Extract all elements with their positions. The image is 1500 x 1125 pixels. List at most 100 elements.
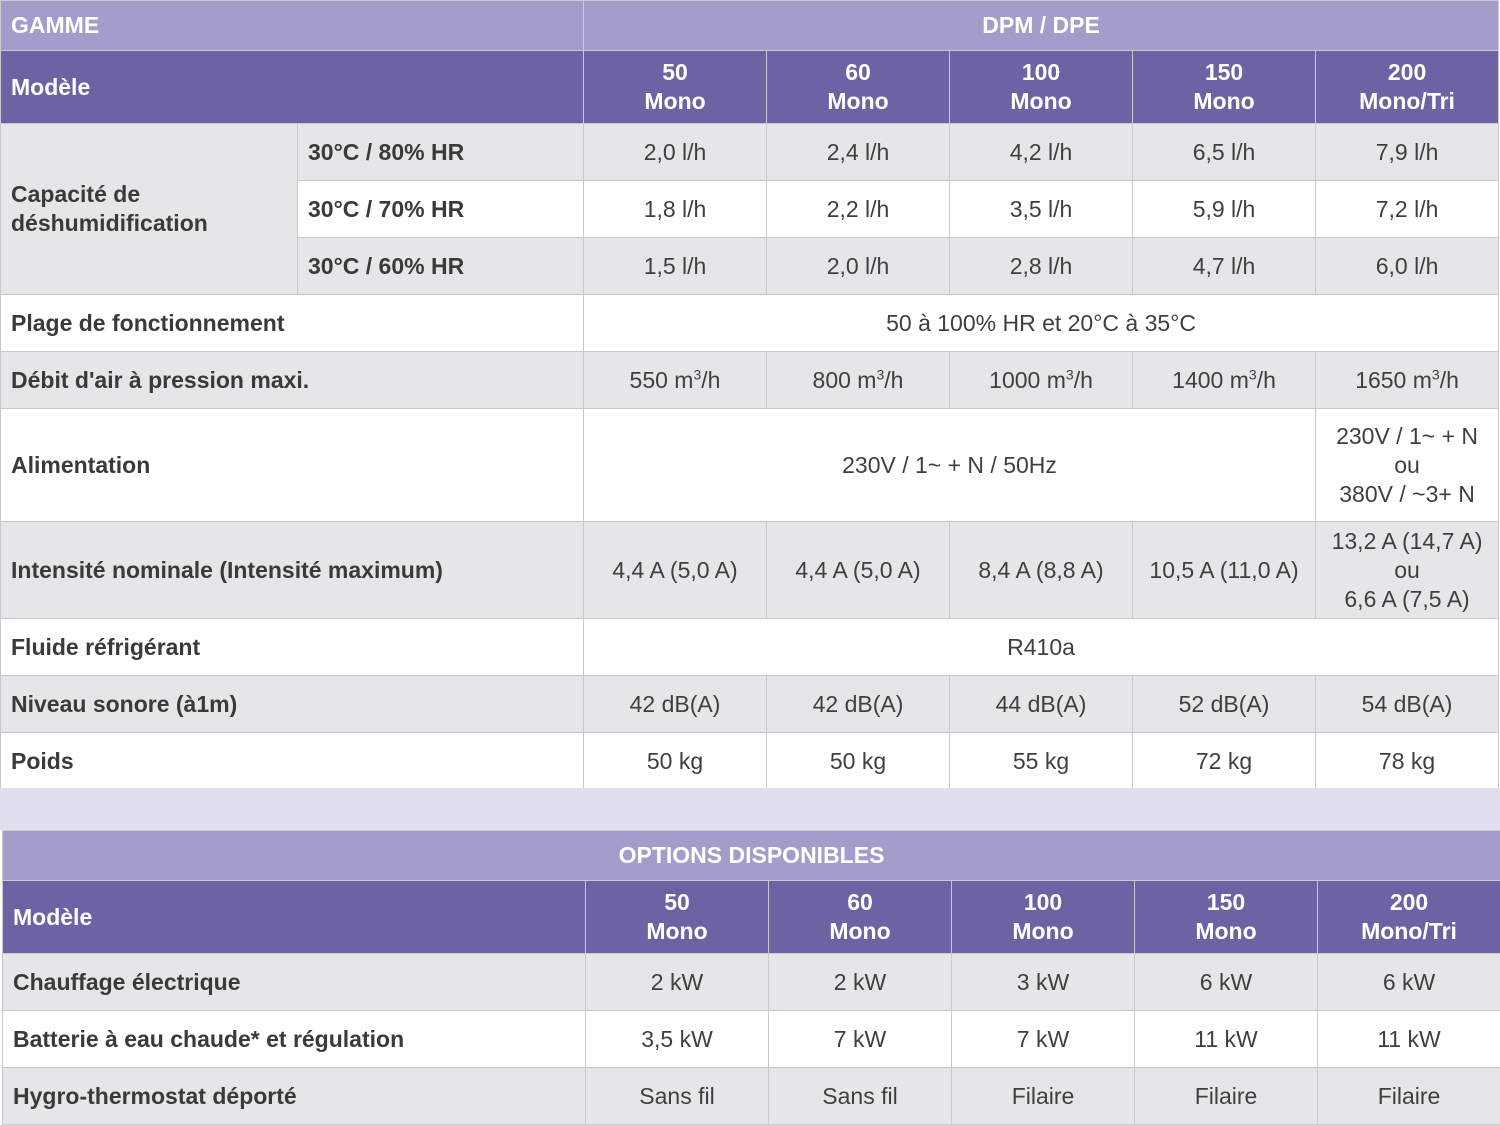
table-cell: 8,4 A (8,8 A)	[950, 522, 1133, 619]
table-cell: 11 kW	[1318, 1011, 1500, 1068]
table-cell: Filaire	[1318, 1068, 1500, 1125]
table-cell: 4,2 l/h	[950, 124, 1133, 181]
dehum-condition: 30°C / 80% HR	[298, 124, 584, 181]
table-cell: 4,7 l/h	[1133, 238, 1316, 295]
noise-label: Niveau sonore (à1m)	[1, 676, 584, 733]
table-cell: 1000 m3/h	[950, 352, 1133, 409]
option-row: Batterie à eau chaude* et régulation 3,5…	[3, 1011, 1500, 1068]
power-row: Alimentation 230V / 1~ + N / 50Hz 230V /…	[1, 409, 1499, 522]
fluid-value: R410a	[584, 619, 1499, 676]
table-cell: 550 m3/h	[584, 352, 767, 409]
table-cell: 52 dB(A)	[1133, 676, 1316, 733]
option-label: Hygro-thermostat déporté	[3, 1068, 586, 1125]
table-cell: 7,9 l/h	[1316, 124, 1499, 181]
table-cell: 3,5 l/h	[950, 181, 1133, 238]
fluid-label: Fluide réfrigérant	[1, 619, 584, 676]
airflow-label: Débit d'air à pression maxi.	[1, 352, 584, 409]
table-cell: 2,2 l/h	[767, 181, 950, 238]
table-cell: 42 dB(A)	[767, 676, 950, 733]
table-cell: 2,8 l/h	[950, 238, 1133, 295]
table-cell: 2 kW	[769, 954, 952, 1011]
dehum-condition: 30°C / 60% HR	[298, 238, 584, 295]
option-row: Hygro-thermostat déporté Sans fil Sans f…	[3, 1068, 1500, 1125]
model-label: Modèle	[3, 881, 586, 954]
table-cell: 5,9 l/h	[1133, 181, 1316, 238]
airflow-row: Débit d'air à pression maxi. 550 m3/h 80…	[1, 352, 1499, 409]
table-cell: 6 kW	[1135, 954, 1318, 1011]
table-cell: 2,0 l/h	[584, 124, 767, 181]
model-label: Modèle	[1, 51, 584, 124]
table-cell: 78 kg	[1316, 733, 1499, 790]
range-label: GAMME	[1, 1, 584, 51]
table-cell: Sans fil	[586, 1068, 769, 1125]
noise-row: Niveau sonore (à1m) 42 dB(A) 42 dB(A) 44…	[1, 676, 1499, 733]
table-cell: 3,5 kW	[586, 1011, 769, 1068]
table-cell: 4,4 A (5,0 A)	[767, 522, 950, 619]
table-cell: 55 kg	[950, 733, 1133, 790]
range-value: DPM / DPE	[584, 1, 1499, 51]
table-cell: Filaire	[1135, 1068, 1318, 1125]
table-cell: 7,2 l/h	[1316, 181, 1499, 238]
current-row: Intensité nominale (Intensité maximum) 4…	[1, 522, 1499, 619]
table-cell: 2 kW	[586, 954, 769, 1011]
table-cell: 10,5 A (11,0 A)	[1133, 522, 1316, 619]
table-cell: 800 m3/h	[767, 352, 950, 409]
table-cell: 1400 m3/h	[1133, 352, 1316, 409]
dehum-condition: 30°C / 70% HR	[298, 181, 584, 238]
option-row: Chauffage électrique 2 kW 2 kW 3 kW 6 kW…	[3, 954, 1500, 1011]
table-cell: 7 kW	[769, 1011, 952, 1068]
operating-range-row: Plage de fonctionnement 50 à 100% HR et …	[1, 295, 1499, 352]
options-title: OPTIONS DISPONIBLES	[3, 831, 1500, 881]
current-label: Intensité nominale (Intensité maximum)	[1, 522, 584, 619]
table-cell: 2,0 l/h	[767, 238, 950, 295]
table-cell: 6,5 l/h	[1133, 124, 1316, 181]
operating-range-value: 50 à 100% HR et 20°C à 35°C	[584, 295, 1499, 352]
table-cell: 72 kg	[1133, 733, 1316, 790]
table-cell: 42 dB(A)	[584, 676, 767, 733]
fluid-row: Fluide réfrigérant R410a	[1, 619, 1499, 676]
table-cell: Sans fil	[769, 1068, 952, 1125]
table-cell: 1650 m3/h	[1316, 352, 1499, 409]
power-value: 230V / 1~ + N / 50Hz	[584, 409, 1316, 522]
table-cell: 3 kW	[952, 954, 1135, 1011]
table-cell: 1,8 l/h	[584, 181, 767, 238]
table-cell: Filaire	[952, 1068, 1135, 1125]
table-cell: 54 dB(A)	[1316, 676, 1499, 733]
table-cell: 50 kg	[767, 733, 950, 790]
table-cell: 11 kW	[1135, 1011, 1318, 1068]
table-cell: 4,4 A (5,0 A)	[584, 522, 767, 619]
table-cell: 6 kW	[1318, 954, 1500, 1011]
table-cell: 44 dB(A)	[950, 676, 1133, 733]
section-separator	[0, 788, 1500, 830]
range-row: GAMME DPM / DPE	[1, 1, 1499, 51]
power-label: Alimentation	[1, 409, 584, 522]
operating-range-label: Plage de fonctionnement	[1, 295, 584, 352]
table-cell: 1,5 l/h	[584, 238, 767, 295]
table-cell: 2,4 l/h	[767, 124, 950, 181]
weight-row: Poids 50 kg 50 kg 55 kg 72 kg 78 kg	[1, 733, 1499, 790]
options-title-row: OPTIONS DISPONIBLES	[3, 831, 1500, 881]
weight-label: Poids	[1, 733, 584, 790]
table-cell: 50 kg	[584, 733, 767, 790]
option-label: Batterie à eau chaude* et régulation	[3, 1011, 586, 1068]
table-cell: 6,0 l/h	[1316, 238, 1499, 295]
option-label: Chauffage électrique	[3, 954, 586, 1011]
